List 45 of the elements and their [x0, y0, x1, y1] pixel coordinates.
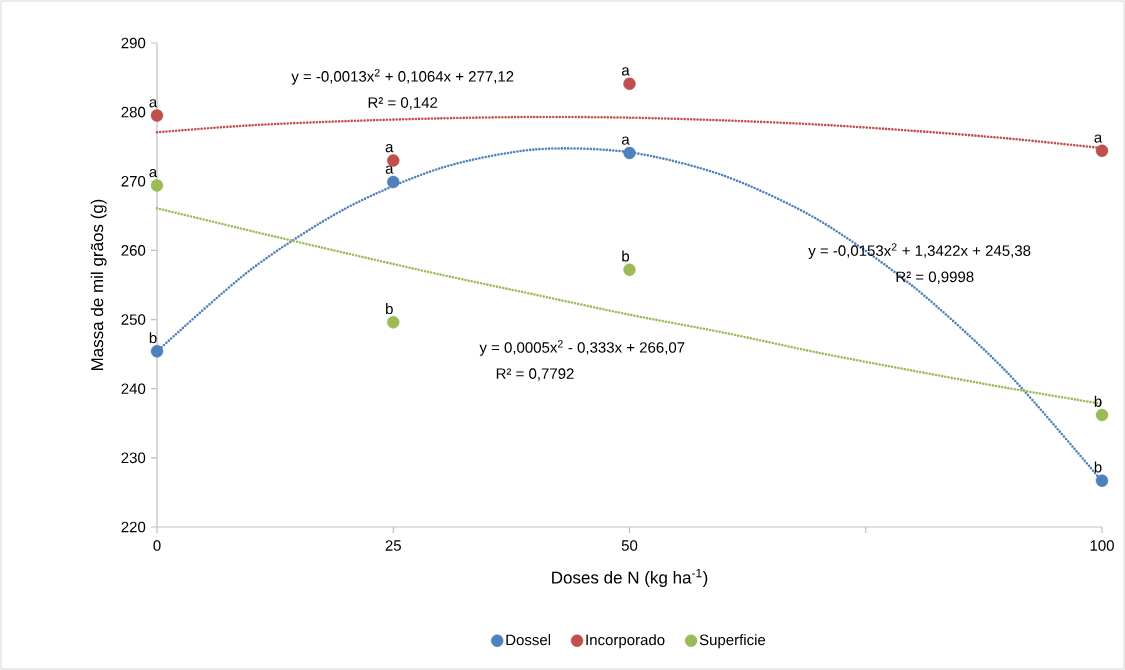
point: [387, 316, 400, 329]
data-label: a: [621, 136, 630, 145]
data-label: a: [621, 67, 630, 76]
x-tick-label: 25: [385, 540, 401, 551]
annotation: y = 0,0005x$^{2}$ - 0,333x + 266,07: [479, 340, 685, 356]
legend-label: Incorporado: [586, 634, 665, 649]
y-tick-label: 220: [121, 521, 146, 533]
data-label: a: [149, 169, 158, 178]
point: [150, 109, 164, 122]
x-tick-label: 0: [153, 540, 161, 551]
point: [623, 77, 636, 90]
legend-label: Dossel: [506, 634, 551, 646]
data-label: b: [1094, 461, 1102, 473]
x-axis-title: Doses de N (kg ha$^{-1}$): [552, 569, 708, 587]
annotation: y = -0,0013x$^{2}$ + 0,1064x + 277,12: [291, 69, 514, 85]
point: [387, 175, 400, 189]
point: [150, 345, 164, 358]
data-label: b: [149, 332, 157, 344]
x-tick-label: 100: [1090, 540, 1114, 551]
legend-label: Superficie: [699, 634, 766, 649]
y-tick-label: 240: [121, 383, 146, 394]
y-tick-label: 230: [121, 452, 146, 464]
annotation: R² = 0,142: [368, 97, 438, 110]
point: [623, 263, 636, 276]
point: [1095, 474, 1109, 487]
y-tick-label: 280: [121, 106, 146, 118]
x-tick-label: 50: [621, 540, 638, 551]
point: [387, 154, 400, 167]
point: [623, 146, 636, 160]
data-label: a: [385, 144, 394, 153]
data-label: b: [1094, 395, 1102, 407]
y-tick-label: 260: [121, 245, 146, 256]
data-label: b: [622, 250, 630, 262]
data-label: a: [149, 99, 158, 108]
data-label: a: [1094, 134, 1103, 143]
y-tick-label: 290: [121, 37, 146, 49]
data-label: a: [385, 165, 394, 174]
annotation: R² = 0,7792: [496, 368, 574, 381]
data-label: b: [386, 303, 393, 315]
y-tick-label: 270: [121, 175, 146, 187]
point: [1095, 408, 1109, 422]
point: [150, 179, 164, 192]
y-tick-label: 250: [121, 314, 146, 325]
y-axis-title: Massa de mil grãos (g): [90, 199, 107, 371]
point: [1095, 144, 1109, 158]
